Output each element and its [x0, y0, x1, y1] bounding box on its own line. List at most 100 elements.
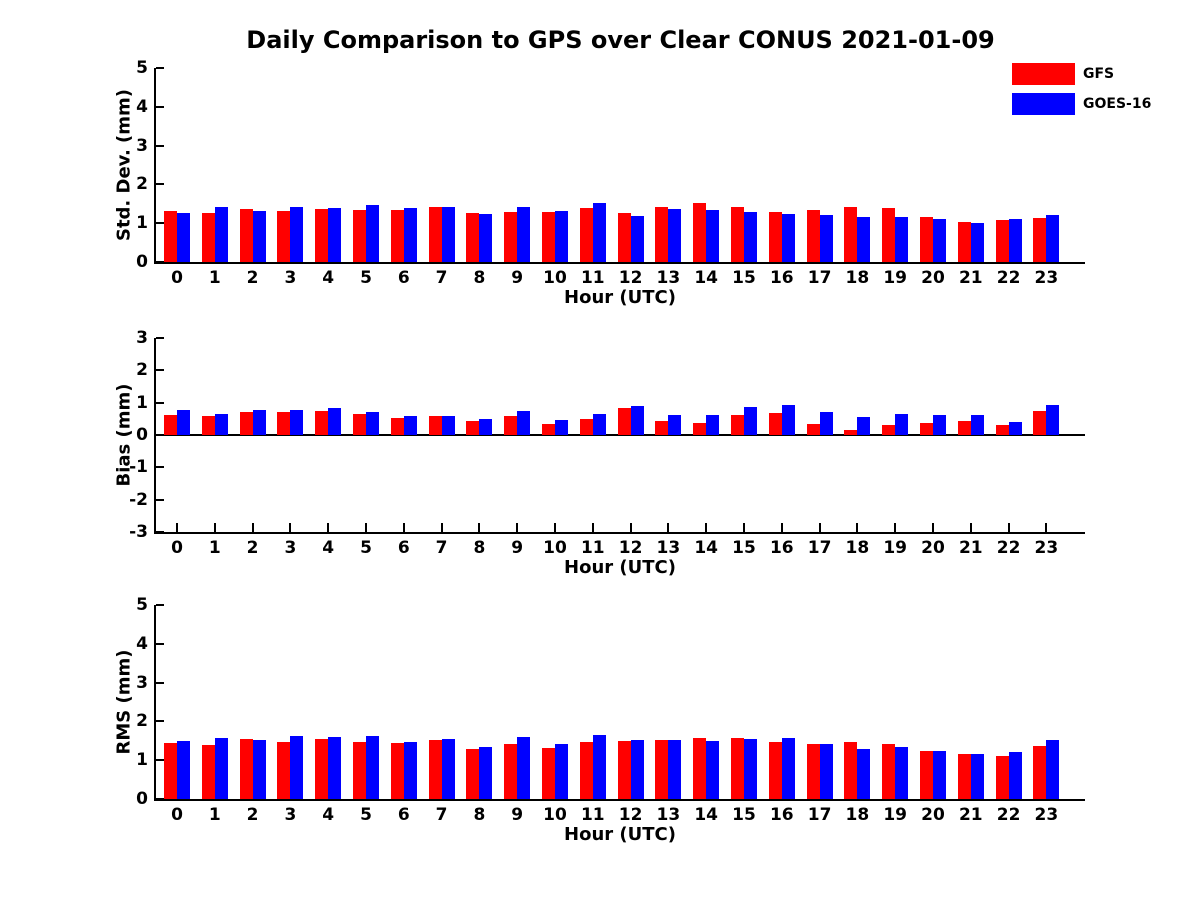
bar-goes16-hour-9: [517, 207, 531, 262]
bar-goes16-hour-0: [177, 213, 190, 262]
x-tick-label: 2: [246, 805, 259, 825]
x-tick-label: 19: [883, 268, 908, 288]
x-tick-label: 4: [322, 268, 335, 288]
bar-goes16-hour-1: [214, 738, 228, 799]
bar-goes16-hour-18: [857, 217, 871, 262]
bar-gfs-hour-14: [693, 738, 707, 799]
bar-goes16-hour-1: [214, 414, 228, 435]
bar-goes16-hour-7: [441, 739, 455, 799]
bar-gfs-hour-15: [731, 415, 744, 435]
bar-gfs-hour-17: [806, 210, 820, 262]
x-tick-label: 10: [543, 268, 567, 288]
bar-gfs-hour-9: [504, 212, 518, 262]
x-tick-label: 15: [732, 805, 756, 825]
x-tick-mark: [251, 523, 254, 532]
x-tick-label: 7: [435, 268, 448, 288]
x-tick-label: 22: [996, 805, 1021, 825]
x-tick-mark: [478, 523, 481, 532]
bar-goes16-hour-22: [1008, 219, 1022, 262]
y-tick-mark: [156, 642, 164, 645]
x-tick-label: 7: [435, 805, 448, 825]
bar-gfs-hour-4: [315, 739, 329, 799]
y-tick-mark: [156, 604, 164, 606]
bar-goes16-hour-22: [1008, 422, 1022, 435]
bar-gfs-hour-9: [504, 744, 518, 799]
bar-gfs-hour-2: [239, 412, 253, 435]
x-tick-label: 16: [769, 538, 794, 558]
bar-gfs-hour-10: [542, 424, 555, 435]
x-tick-label: 1: [208, 268, 221, 288]
bar-goes16-hour-10: [555, 420, 568, 435]
bar-goes16-hour-8: [479, 747, 493, 799]
bar-goes16-hour-18: [857, 749, 871, 799]
bar-goes16-hour-16: [781, 405, 795, 435]
zero-line: [154, 434, 1085, 436]
x-tick-label: 0: [171, 805, 183, 825]
bar-goes16-hour-21: [970, 415, 984, 435]
bar-gfs-hour-3: [277, 211, 291, 262]
bar-gfs-hour-20: [920, 423, 933, 435]
x-tick-label: 8: [473, 805, 486, 825]
x-tick-mark: [705, 523, 708, 532]
x-tick-label: 21: [958, 805, 983, 825]
bar-goes16-hour-0: [177, 741, 190, 799]
bar-goes16-hour-8: [479, 214, 493, 262]
bar-goes16-hour-19: [895, 747, 909, 799]
bar-goes16-hour-14: [706, 210, 720, 262]
bar-goes16-hour-6: [403, 416, 417, 435]
y-tick-label: 4: [136, 96, 148, 117]
bar-goes16-hour-20: [933, 751, 946, 799]
y-axis-spine: [154, 68, 156, 264]
bar-gfs-hour-23: [1033, 746, 1047, 799]
x-tick-label: 4: [322, 805, 335, 825]
bar-goes16-hour-7: [441, 416, 455, 435]
x-tick-label: 20: [921, 538, 945, 558]
bar-goes16-hour-4: [328, 208, 342, 262]
bar-gfs-hour-8: [466, 421, 480, 435]
bar-goes16-hour-13: [668, 740, 682, 799]
bar-gfs-hour-10: [542, 212, 555, 262]
x-tick-label: 18: [845, 805, 870, 825]
x-tick-label: 5: [360, 538, 372, 558]
bar-gfs-hour-17: [806, 424, 820, 435]
x-tick-label: 9: [511, 538, 524, 558]
x-tick-label: 20: [921, 268, 945, 288]
x-tick-label: 19: [883, 538, 908, 558]
x-tick-label: 20: [921, 805, 945, 825]
bar-goes16-hour-2: [252, 211, 266, 262]
bar-gfs-hour-22: [995, 425, 1009, 435]
legend-swatch-goes16: [1012, 93, 1075, 115]
bar-goes16-hour-21: [970, 223, 984, 262]
bar-gfs-hour-12: [617, 213, 631, 262]
x-tick-label: 12: [618, 268, 643, 288]
y-tick-mark: [156, 105, 164, 108]
y-tick-label: -3: [129, 522, 148, 542]
x-tick-label: 2: [246, 268, 259, 288]
x-tick-mark: [856, 523, 859, 532]
x-tick-label: 23: [1034, 805, 1059, 825]
y-tick-label: 2: [136, 711, 148, 732]
x-tick-mark: [289, 523, 292, 532]
bar-goes16-hour-0: [177, 410, 190, 435]
x-tick-label: 22: [996, 268, 1021, 288]
bar-gfs-hour-11: [579, 742, 593, 799]
bar-gfs-hour-15: [731, 738, 744, 799]
bar-gfs-hour-18: [844, 207, 858, 262]
y-tick-mark: [156, 401, 164, 404]
x-axis-label-stddev: Hour (UTC): [564, 287, 676, 308]
bar-goes16-hour-3: [290, 736, 304, 799]
bar-goes16-hour-13: [668, 209, 682, 262]
bar-gfs-hour-15: [731, 207, 744, 262]
x-axis-spine: [154, 532, 1085, 534]
bar-goes16-hour-14: [706, 741, 720, 799]
bar-gfs-hour-7: [428, 207, 442, 262]
y-tick-mark: [156, 222, 164, 225]
bar-goes16-hour-5: [366, 412, 379, 435]
x-tick-label: 7: [435, 538, 448, 558]
y-tick-label: 3: [136, 328, 148, 348]
bar-gfs-hour-19: [882, 425, 896, 435]
bar-goes16-hour-12: [630, 740, 644, 799]
x-axis-label-bias: Hour (UTC): [564, 557, 676, 578]
x-tick-label: 3: [284, 805, 297, 825]
